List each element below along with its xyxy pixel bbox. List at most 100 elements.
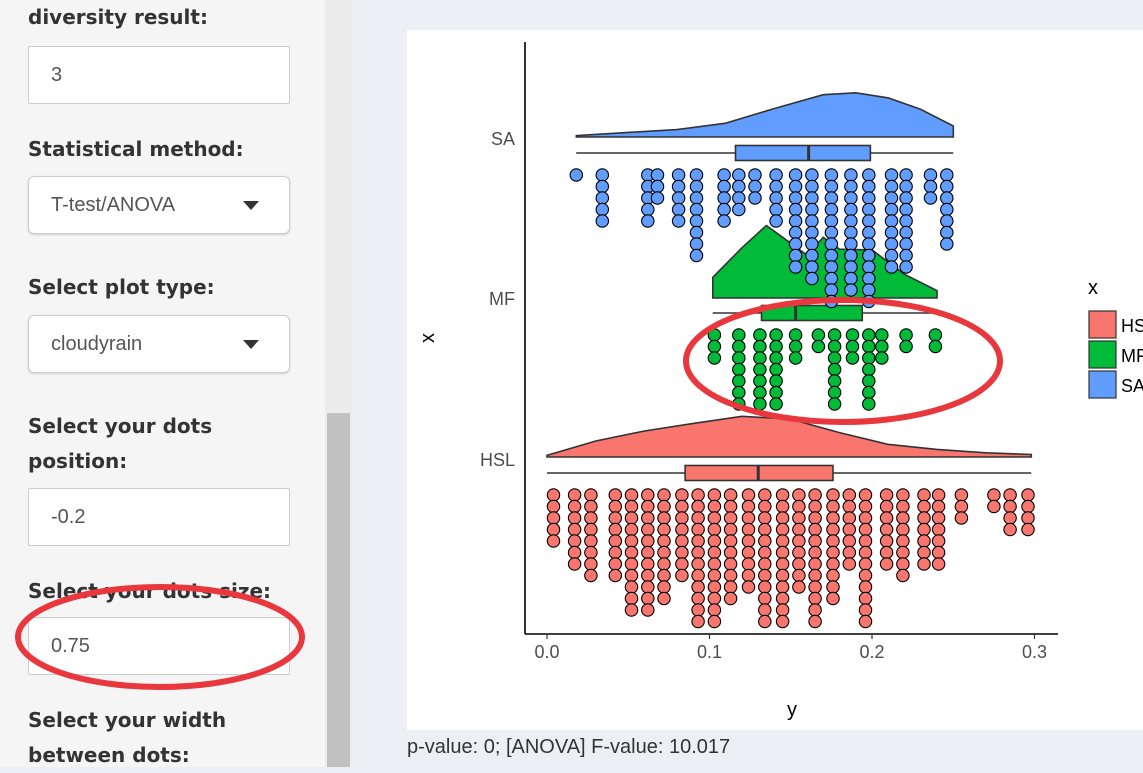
dot-mf [862, 397, 876, 411]
dot-hsl [707, 580, 722, 594]
chevron-down-icon [243, 340, 259, 349]
dot-hsl [691, 499, 705, 514]
dots-size-input[interactable]: 0.75 [28, 617, 290, 675]
dot-sa [788, 260, 803, 274]
dots-layer [546, 168, 1035, 629]
dot-sa [788, 248, 803, 263]
dot-hsl [584, 568, 598, 583]
dot-mf [862, 362, 876, 377]
dot-hsl [1021, 511, 1035, 525]
dot-hsl [691, 522, 705, 537]
dot-hsl [546, 511, 561, 525]
dot-hsl [775, 534, 790, 548]
dot-hsl [858, 614, 873, 629]
dot-hsl [775, 568, 790, 583]
density-layer [546, 91, 1033, 458]
dot-hsl [641, 591, 655, 606]
dot-hsl [675, 534, 689, 548]
raincloud-chart: 0.0 0.1 0.2 0.3 HSL MF SA y x x HSL MF SA [417, 42, 1143, 721]
dot-hsl [657, 580, 671, 594]
dot-hsl [858, 603, 873, 617]
dot-hsl [641, 580, 655, 594]
dot-sa [805, 214, 819, 228]
dot-hsl [546, 499, 561, 514]
dot-hsl [675, 488, 689, 502]
statistical-method-label: Statistical method: [28, 137, 244, 161]
dot-hsl [842, 522, 857, 537]
dot-hsl [917, 522, 931, 537]
diversity-result-input[interactable]: 3 [28, 46, 290, 104]
dot-sa [769, 214, 783, 228]
dot-hsl [758, 591, 772, 606]
dot-sa [788, 168, 803, 182]
dot-mf [788, 351, 803, 365]
dot-hsl [858, 534, 873, 548]
dot-mf [769, 339, 783, 354]
sidebar-scrollbar[interactable] [325, 0, 352, 767]
dot-sa [940, 225, 954, 240]
dot-hsl [842, 557, 857, 571]
dot-hsl [931, 522, 946, 537]
dot-hsl [657, 488, 671, 502]
annotation-ellipse-mf-dots [683, 297, 1003, 425]
dot-hsl [917, 488, 931, 502]
dot-hsl [858, 568, 873, 583]
scrollbar-thumb[interactable] [327, 413, 350, 767]
dot-sa [862, 191, 876, 205]
legend-label-sa: SA [1121, 376, 1143, 396]
dots-position-input[interactable]: -0.2 [28, 488, 290, 546]
dot-hsl [775, 545, 790, 560]
dot-hsl [707, 534, 722, 548]
dot-hsl [624, 545, 639, 560]
dot-sa [824, 179, 839, 194]
x-tick-labels: 0.0 0.1 0.2 0.3 [534, 634, 1047, 662]
dot-mf [732, 339, 746, 354]
dot-mf [753, 351, 767, 365]
dot-sa [940, 168, 954, 182]
dot-mf [753, 374, 767, 388]
dot-mf [827, 362, 842, 377]
legend-key-mf [1088, 340, 1117, 369]
dot-hsl [691, 488, 705, 502]
dot-hsl [723, 488, 738, 502]
dot-hsl [826, 568, 840, 583]
dot-sa [805, 237, 819, 251]
dot-sa [884, 202, 899, 217]
dot-hsl [608, 488, 623, 502]
dot-hsl [707, 591, 722, 606]
dot-sa [650, 191, 665, 205]
dot-sa [748, 191, 762, 205]
dot-mf [827, 351, 842, 365]
dot-mf [753, 339, 767, 354]
dot-sa [884, 191, 899, 205]
dot-sa [862, 202, 876, 217]
dot-sa [805, 260, 819, 274]
category-labels: HSL MF SA [480, 129, 515, 470]
dot-hsl [741, 488, 756, 502]
dot-hsl [931, 545, 946, 560]
statistics-result-text: p-value: 0; [ANOVA] F-value: 10.017 [407, 736, 731, 758]
dot-hsl [624, 557, 639, 571]
dot-mf [899, 328, 913, 342]
dot-sa [805, 168, 819, 182]
dot-hsl [657, 499, 671, 514]
dot-sa [748, 168, 762, 182]
dot-mf [862, 339, 876, 354]
dot-mf [862, 374, 876, 388]
dot-sa [899, 191, 913, 205]
dot-mf [862, 351, 876, 365]
statistical-method-select[interactable]: T-test/ANOVA [28, 176, 290, 234]
dot-mf [732, 374, 746, 388]
dot-hsl [624, 522, 639, 537]
dot-hsl [826, 545, 840, 560]
dot-hsl [707, 499, 722, 514]
dot-hsl [954, 499, 969, 514]
plot-type-select[interactable]: cloudyrain [28, 315, 290, 373]
dot-hsl [567, 499, 582, 514]
dot-hsl [691, 545, 705, 560]
dot-sa [769, 191, 783, 205]
dot-sa [717, 179, 731, 194]
dot-hsl [707, 557, 722, 571]
dot-mf [862, 385, 876, 400]
diversity-result-label: diversity result: [28, 5, 208, 29]
